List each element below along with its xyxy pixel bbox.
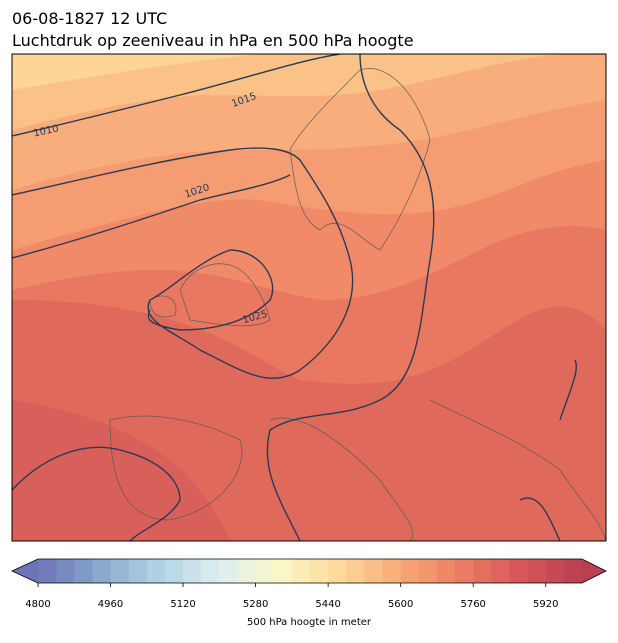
colorbar-tick-label: 5120 <box>170 599 195 610</box>
colorbar-band <box>110 559 130 583</box>
colorbar-band <box>436 559 456 583</box>
colorbar-band <box>527 559 547 583</box>
height-band <box>12 54 560 130</box>
map-frame <box>11 53 607 542</box>
colorbar-band <box>219 559 238 583</box>
colorbar-tick-label: 5440 <box>315 599 340 610</box>
colorbar-band <box>346 559 365 583</box>
colorbar-label: 500 hPa hoogte in meter <box>247 617 372 628</box>
colorbar-band <box>545 559 565 583</box>
colorbar-extend-high <box>582 559 606 583</box>
colorbar-band <box>56 559 75 583</box>
colorbar-band <box>92 559 112 583</box>
colorbar-band <box>418 559 438 583</box>
colorbar-band <box>455 559 474 583</box>
colorbar-band <box>364 559 384 583</box>
colorbar-band <box>255 559 275 583</box>
colorbar-band <box>563 559 583 583</box>
colorbar-band <box>491 559 510 583</box>
colorbar-band <box>382 559 402 583</box>
colorbar-band <box>509 559 529 583</box>
colorbar-band <box>237 559 257 583</box>
colorbar-tick-label: 4800 <box>25 599 50 610</box>
colorbar-extend-low <box>12 559 38 583</box>
date-title: 06-08-1827 12 UTC <box>12 9 167 28</box>
colorbar-tick-label: 4960 <box>98 599 123 610</box>
colorbar-band <box>291 559 311 583</box>
colorbar-tick-label: 5600 <box>388 599 413 610</box>
colorbar-tick-label: 5760 <box>460 599 485 610</box>
colorbar-tick-label: 5280 <box>243 599 268 610</box>
colorbar-band <box>473 559 492 583</box>
colorbar: 4800 4960 5120 5280 5440 5600 5760 5920 <box>11 558 607 610</box>
colorbar-band <box>183 559 202 583</box>
colorbar-tick-label: 5920 <box>533 599 558 610</box>
height-band <box>12 54 260 90</box>
colorbar-band <box>201 559 220 583</box>
isobar-label: 1010 <box>33 123 60 139</box>
subtitle: Luchtdruk op zeeniveau in hPa en 500 hPa… <box>12 31 414 50</box>
colorbar-band <box>328 559 347 583</box>
isobars <box>12 54 577 541</box>
colorbar-band <box>400 559 420 583</box>
colorbar-band <box>74 559 93 583</box>
colorbar-band <box>310 559 329 583</box>
colorbar-band <box>164 559 184 583</box>
colorbar-band <box>273 559 293 583</box>
colorbar-band <box>128 559 148 583</box>
colorbar-band <box>146 559 166 583</box>
colorbar-band <box>38 559 57 583</box>
